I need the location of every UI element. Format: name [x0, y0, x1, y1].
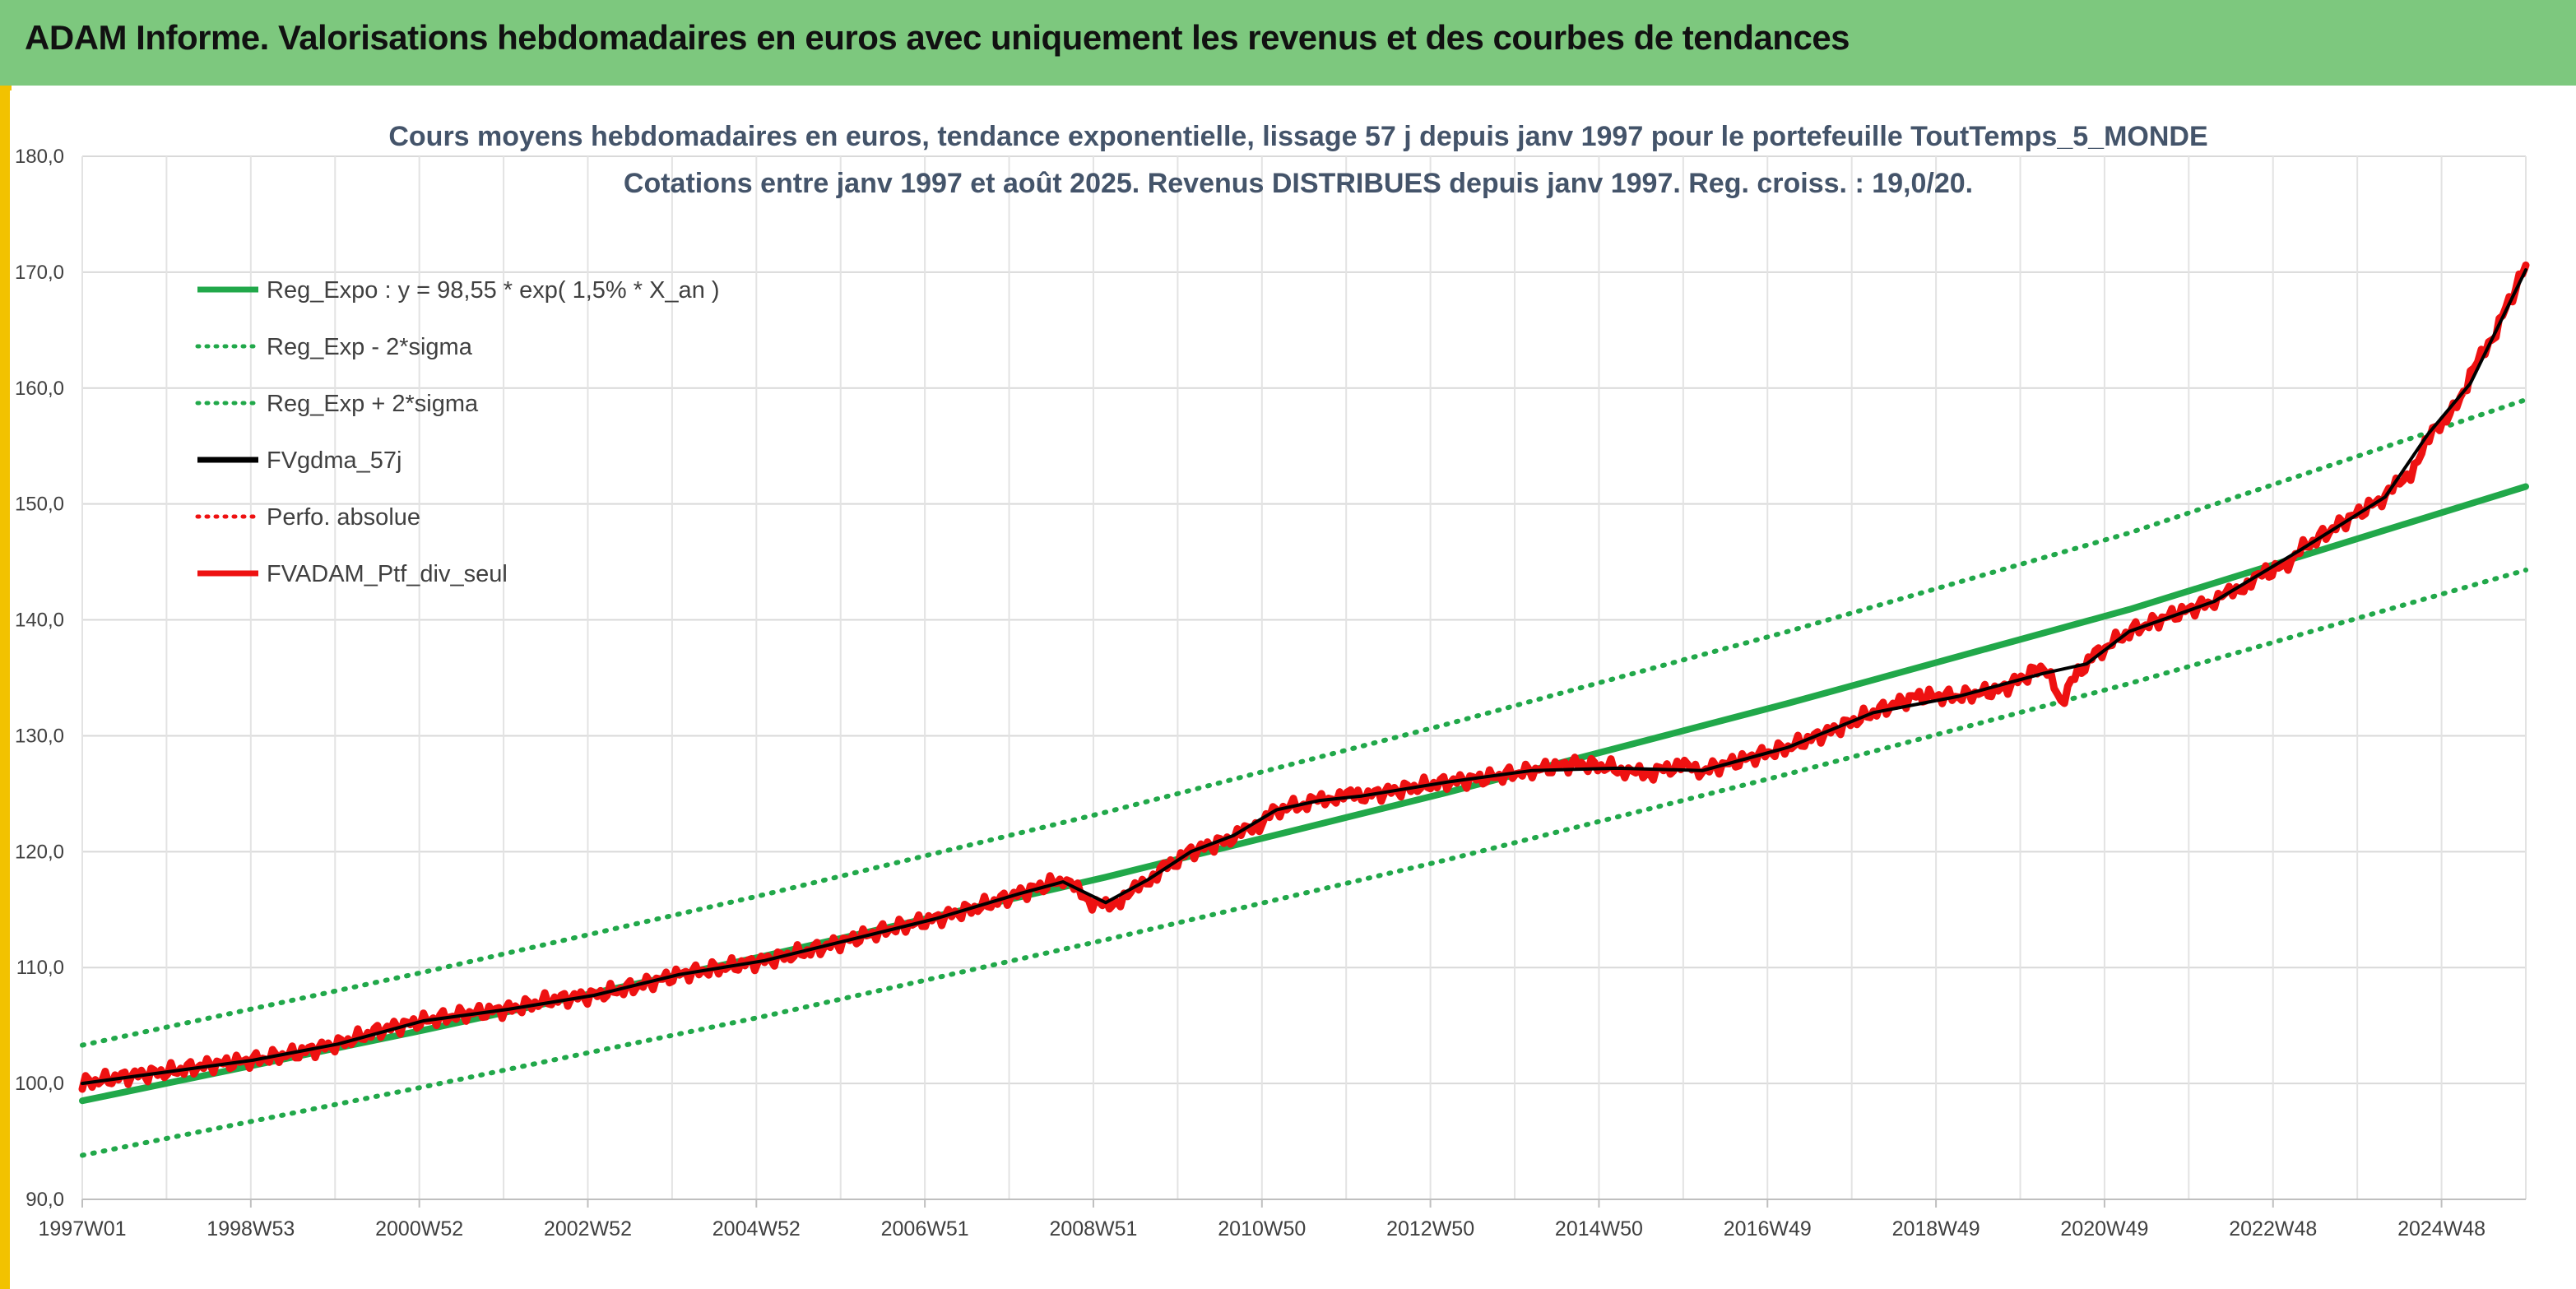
- legend-label: Reg_Exp - 2*sigma: [267, 334, 473, 360]
- y-tick-label: 150,0: [15, 494, 64, 516]
- x-tick-label: 2020W49: [2060, 1217, 2148, 1240]
- series-line-reg-exp-2-sigma: [80, 568, 2528, 1158]
- y-tick-label: 170,0: [15, 262, 64, 284]
- y-tick-label: 100,0: [15, 1073, 64, 1095]
- chart-title-line1: Cours moyens hebdomadaires en euros, ten…: [388, 121, 2207, 152]
- grid: [81, 155, 2527, 1200]
- x-tick-label: 2018W49: [1892, 1217, 1980, 1240]
- legend-label: Perfo. absolue: [267, 504, 420, 531]
- y-tick-label: 120,0: [15, 841, 64, 863]
- x-tick-label: 2000W52: [375, 1217, 463, 1240]
- x-tick-label: 1997W01: [38, 1217, 126, 1240]
- legend-label: FVADAM_Ptf_div_seul: [267, 561, 508, 587]
- series: [78, 261, 2530, 1158]
- x-tick-label: 2002W52: [544, 1217, 632, 1240]
- x-tick-label: 2024W48: [2397, 1217, 2485, 1240]
- legend: Reg_Expo : y = 98,55 * exp( 1,5% * X_an …: [195, 277, 720, 587]
- x-tick-label: 1998W53: [207, 1217, 295, 1240]
- y-tick-label: 180,0: [15, 146, 64, 168]
- x-tick-label: 2004W52: [712, 1217, 801, 1240]
- y-tick-label: 90,0: [26, 1189, 64, 1211]
- frame-left-border: [0, 86, 10, 1289]
- header-banner: ADAM Informe. Valorisations hebdomadaire…: [0, 0, 2576, 86]
- x-tick-label: 2022W48: [2229, 1217, 2317, 1240]
- y-tick-label: 160,0: [15, 378, 64, 400]
- frame-corner: [0, 1279, 10, 1289]
- y-tick-label: 130,0: [15, 725, 64, 747]
- series-line-fvgdma-57j: [81, 268, 2527, 1086]
- page-title: ADAM Informe. Valorisations hebdomadaire…: [25, 18, 1850, 57]
- x-tick-label: 2016W49: [1724, 1217, 1812, 1240]
- axes: 180,0 170,0 160,0 150,0 140,0 130,0 120,0 110,0…: [15, 146, 2526, 1240]
- legend-label: Reg_Exp + 2*sigma: [267, 391, 479, 417]
- x-tick-label: 2012W50: [1386, 1217, 1474, 1240]
- x-tick-label: 2014W50: [1555, 1217, 1643, 1240]
- x-tick-label: 2008W51: [1049, 1217, 1137, 1240]
- series-line-reg-exp-2-sigma: [80, 396, 2528, 1048]
- chart-area: [12, 86, 2576, 1289]
- x-tick-label: 2010W50: [1218, 1217, 1306, 1240]
- chart-title-line2: Cotations entre janv 1997 et août 2025. …: [624, 168, 1973, 199]
- y-tick-label: 140,0: [15, 610, 64, 632]
- legend-label: FVgdma_57j: [267, 447, 401, 474]
- y-tick-label: 110,0: [16, 957, 64, 979]
- x-tick-label: 2006W51: [881, 1217, 969, 1240]
- legend-label: Reg_Expo : y = 98,55 * exp( 1,5% * X_an …: [267, 277, 720, 304]
